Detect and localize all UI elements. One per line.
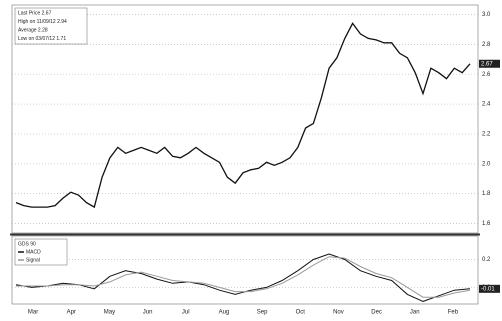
x-tick-label: Nov <box>333 310 344 316</box>
legend-entry: MACD <box>26 249 41 255</box>
y-tick-label: 0.2 <box>482 257 491 263</box>
legend-box <box>14 7 88 45</box>
x-tick-label: Jun <box>143 310 153 316</box>
x-tick-label: Aug <box>219 310 230 316</box>
x-tick-label: Feb <box>448 310 459 316</box>
legend-entry: Signal <box>26 257 40 263</box>
x-tick-label: Oct <box>296 310 306 316</box>
x-tick-label: Jul <box>182 310 190 316</box>
legend-entry: Last Price 2.67 <box>18 10 52 16</box>
legend-entry: Low on 03/07/12 1.71 <box>18 36 66 42</box>
x-tick-label: May <box>104 310 115 316</box>
legend-title: GDS 90 <box>18 241 36 247</box>
y-tick-label: 2.0 <box>482 161 491 167</box>
last-value-label: 2.67 <box>481 61 493 67</box>
price-panel <box>11 4 479 234</box>
x-tick-label: Sep <box>257 310 268 316</box>
x-tick-label: Apr <box>67 310 76 316</box>
x-tick-label: Dec <box>371 310 382 316</box>
y-tick-label: 2.2 <box>482 132 491 138</box>
last-value-box <box>479 284 500 293</box>
y-tick-label: 2.6 <box>482 72 491 78</box>
y-tick-label: 2.8 <box>482 42 491 48</box>
legend-entry: High on 11/09/12 2.94 <box>18 19 67 25</box>
last-value-label: -0.01 <box>481 286 495 292</box>
y-tick-label: 1.6 <box>482 221 491 227</box>
legend-entry: Average 2.28 <box>18 27 48 33</box>
series-line <box>15 253 471 302</box>
series-line <box>16 256 471 298</box>
last-value-box <box>479 59 500 68</box>
x-tick-label: Jan <box>410 310 420 316</box>
oscillator-panel <box>11 235 479 305</box>
x-tick-label: Mar <box>28 310 38 316</box>
y-tick-label: 3.0 <box>482 12 491 18</box>
y-tick-label: 1.8 <box>482 191 491 197</box>
y-tick-label: 2.4 <box>482 102 491 108</box>
series-line <box>15 22 471 209</box>
